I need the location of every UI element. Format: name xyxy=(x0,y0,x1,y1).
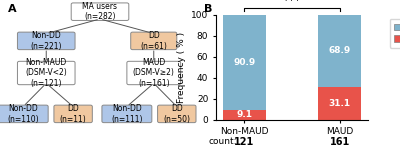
Text: A: A xyxy=(8,4,16,14)
Text: MAUD
(DSM-V≥2)
(n=161): MAUD (DSM-V≥2) (n=161) xyxy=(133,58,175,88)
FancyBboxPatch shape xyxy=(54,105,92,123)
Y-axis label: Frequency ( % ): Frequency ( % ) xyxy=(176,32,186,103)
Text: Non-DD
(n=221): Non-DD (n=221) xyxy=(30,31,62,51)
Legend: Non-DD, DD: Non-DD, DD xyxy=(390,19,400,48)
Text: DD
(n=11): DD (n=11) xyxy=(60,104,86,124)
Text: DD
(n=61): DD (n=61) xyxy=(140,31,167,51)
FancyBboxPatch shape xyxy=(71,3,129,20)
FancyBboxPatch shape xyxy=(0,105,48,123)
Text: 31.1: 31.1 xyxy=(328,99,351,108)
FancyBboxPatch shape xyxy=(131,32,177,50)
Text: 9.1: 9.1 xyxy=(236,110,252,119)
FancyBboxPatch shape xyxy=(18,32,75,50)
Text: 90.9: 90.9 xyxy=(233,58,256,67)
Text: DD
(n=50): DD (n=50) xyxy=(163,104,190,124)
Bar xyxy=(318,15,361,87)
Text: MA users
(n=282): MA users (n=282) xyxy=(82,2,118,21)
Bar xyxy=(318,87,361,120)
Text: count:: count: xyxy=(208,137,237,146)
Text: B: B xyxy=(204,4,212,14)
Text: 161: 161 xyxy=(330,137,350,146)
Text: 121: 121 xyxy=(234,137,254,146)
Text: ***: *** xyxy=(283,0,301,7)
FancyBboxPatch shape xyxy=(158,105,196,123)
FancyBboxPatch shape xyxy=(102,105,152,123)
Text: Non-DD
(n=111): Non-DD (n=111) xyxy=(111,104,143,124)
FancyBboxPatch shape xyxy=(18,61,75,85)
Text: 68.9: 68.9 xyxy=(328,46,351,55)
Bar xyxy=(223,15,266,110)
Bar xyxy=(223,110,266,120)
Text: Non-DD
(n=110): Non-DD (n=110) xyxy=(7,104,39,124)
FancyBboxPatch shape xyxy=(127,61,181,85)
Text: Non-MAUD
(DSM-V<2)
(n=121): Non-MAUD (DSM-V<2) (n=121) xyxy=(25,58,67,88)
